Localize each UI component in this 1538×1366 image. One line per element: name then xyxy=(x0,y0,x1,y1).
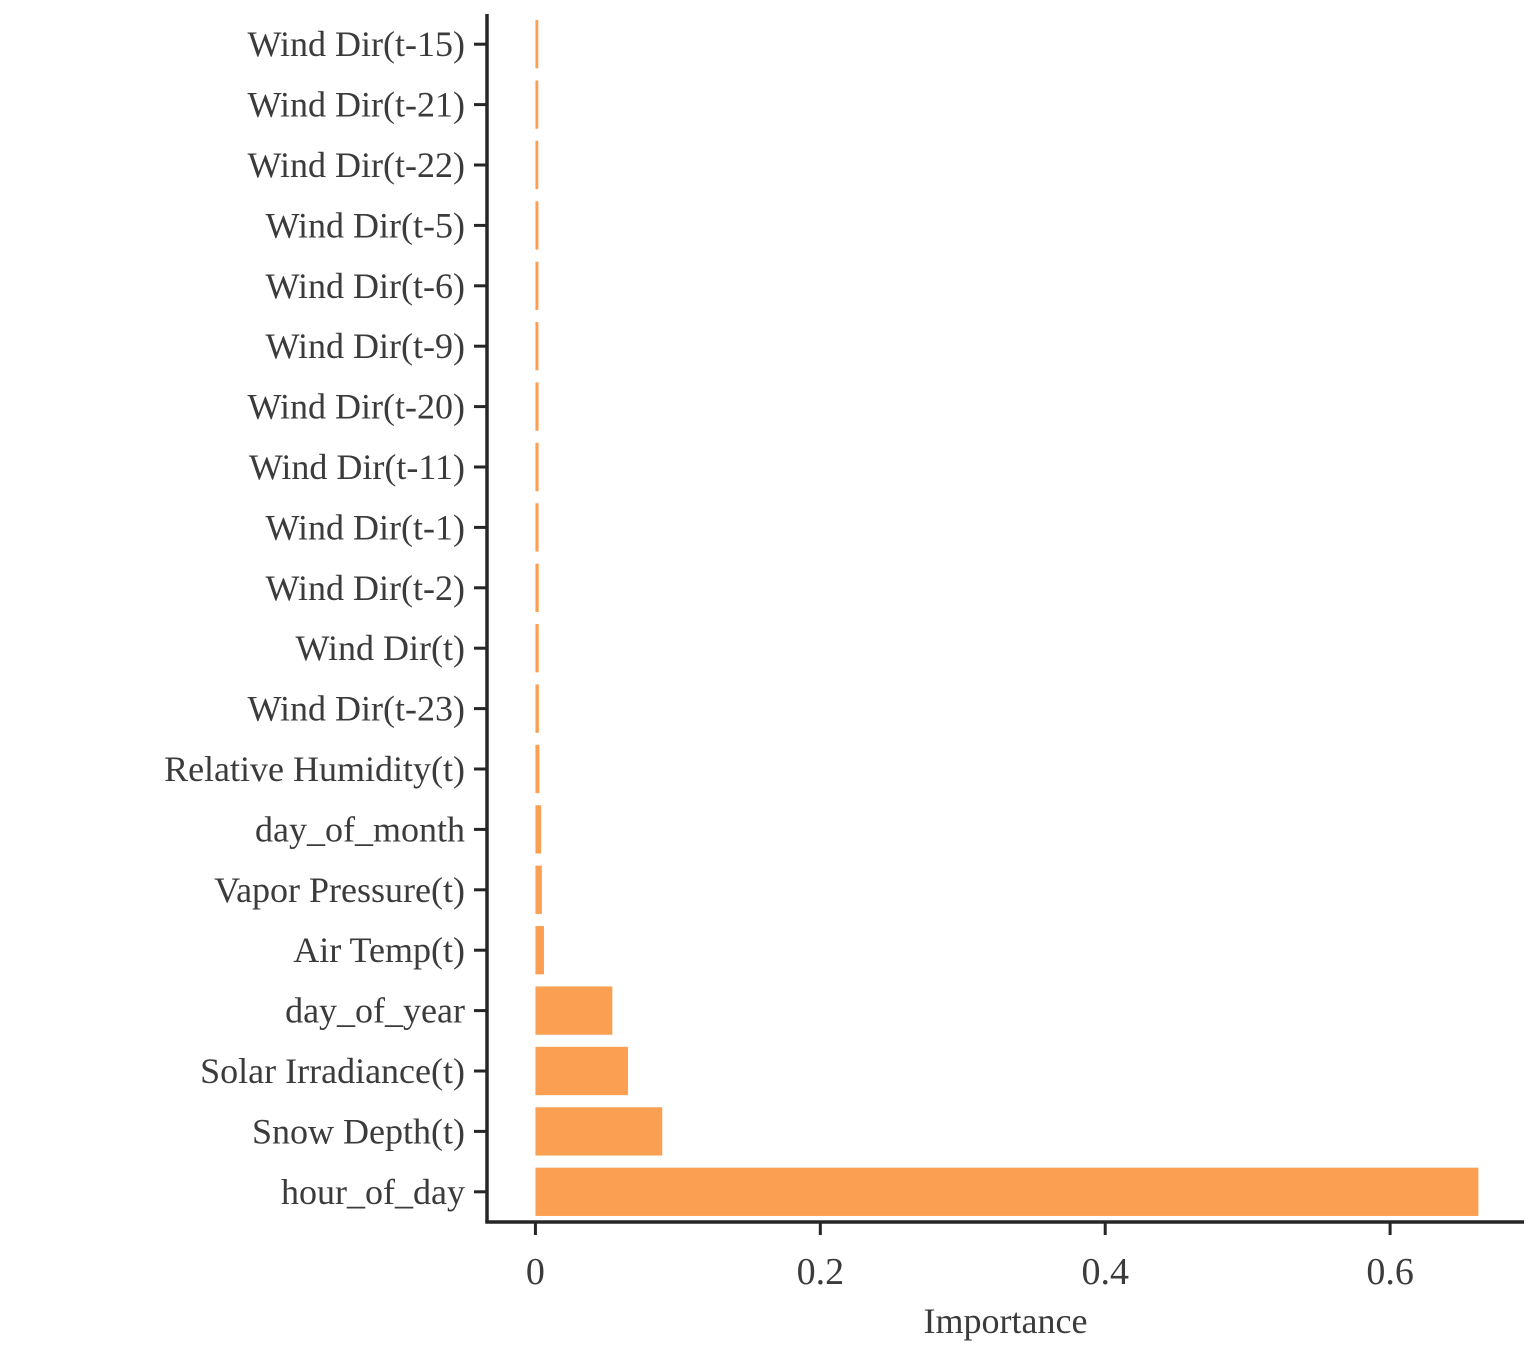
y-tick-label: Wind Dir(t-5) xyxy=(266,205,466,245)
x-tick-label: 0.4 xyxy=(1081,1251,1129,1293)
bar-wind-dir-t-20- xyxy=(535,382,539,431)
bar-wind-dir-t-21- xyxy=(535,80,539,129)
y-tick-label: day_of_year xyxy=(285,991,465,1031)
bar-snow-depth-t- xyxy=(535,1107,663,1156)
bar-vapor-pressure-t- xyxy=(535,865,542,914)
x-tick-label: 0.6 xyxy=(1366,1251,1414,1293)
bar-hour-of-day xyxy=(535,1167,1479,1216)
y-tick-label: Wind Dir(t-1) xyxy=(266,507,466,547)
bar-wind-dir-t-5- xyxy=(535,201,539,250)
y-tick-label: Wind Dir(t-15) xyxy=(248,24,466,64)
bar-relative-humidity-t- xyxy=(535,744,540,794)
bar-wind-dir-t- xyxy=(535,624,539,673)
bar-wind-dir-t-11- xyxy=(535,442,539,492)
y-tick-label: hour_of_day xyxy=(281,1172,465,1212)
y-tick-label: Wind Dir(t-21) xyxy=(248,85,466,125)
y-tick-label: Solar Irradiance(t) xyxy=(200,1051,465,1091)
bar-day-of-month xyxy=(535,805,542,854)
bar-air-temp-t- xyxy=(535,926,544,975)
y-tick-label: Air Temp(t) xyxy=(293,930,465,970)
x-tick-label: 0 xyxy=(526,1251,545,1293)
bar-wind-dir-t-22- xyxy=(535,140,539,190)
y-tick-label: Snow Depth(t) xyxy=(252,1111,465,1151)
bar-wind-dir-t-15- xyxy=(535,20,539,69)
bar-wind-dir-t-6- xyxy=(535,261,539,310)
y-tick-label: day_of_month xyxy=(255,809,465,849)
y-tick-label: Vapor Pressure(t) xyxy=(214,870,465,910)
y-tick-label: Wind Dir(t-11) xyxy=(249,447,465,487)
bar-wind-dir-t-2- xyxy=(535,563,539,612)
bar-day-of-year xyxy=(535,986,613,1035)
y-tick-label: Wind Dir(t-2) xyxy=(266,568,466,608)
bar-wind-dir-t-1- xyxy=(535,503,539,552)
y-tick-label: Wind Dir(t) xyxy=(295,628,465,668)
y-tick-label: Wind Dir(t-23) xyxy=(248,689,466,729)
y-tick-label: Relative Humidity(t) xyxy=(164,749,465,789)
bar-wind-dir-t-9- xyxy=(535,322,539,371)
y-tick-label: Wind Dir(t-22) xyxy=(248,145,466,185)
bar-wind-dir-t-23- xyxy=(535,684,539,733)
x-tick-label: 0.2 xyxy=(797,1251,845,1293)
x-axis-title: Importance xyxy=(923,1301,1088,1341)
y-tick-label: Wind Dir(t-20) xyxy=(248,387,466,427)
y-tick-label: Wind Dir(t-6) xyxy=(266,266,466,306)
bar-solar-irradiance-t- xyxy=(535,1046,629,1096)
y-tick-label: Wind Dir(t-9) xyxy=(266,326,466,366)
